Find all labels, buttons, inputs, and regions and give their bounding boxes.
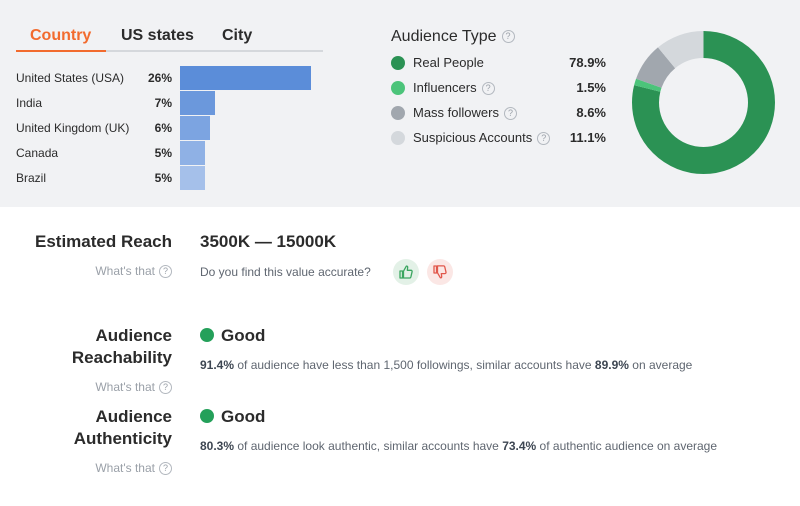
country-row: United States (USA) 26% (16, 66, 311, 90)
description-text: of audience have less than 1,500 followi… (234, 358, 595, 372)
whats-that-text: What's that (95, 380, 155, 394)
legend-dot (391, 131, 405, 145)
title-line: Audience (95, 326, 172, 345)
legend-label: Influencers? (413, 80, 495, 96)
tab-us-states[interactable]: US states (121, 27, 194, 44)
country-row: Brazil 5% (16, 166, 306, 190)
audience-reachability-title: Audience Reachability (72, 325, 172, 369)
percent-value: 91.4% (200, 358, 235, 372)
legend-label-text: Mass followers (413, 105, 499, 120)
percent-value: 80.3% (200, 439, 235, 453)
estimated-reach-value: 3500K — 15000K (200, 232, 337, 251)
tab-country[interactable]: Country (30, 27, 92, 44)
average-value: 73.4% (502, 439, 537, 453)
reachability-description: 91.4% of audience have less than 1,500 f… (200, 358, 720, 373)
country-bar (180, 66, 311, 90)
legend-row-influencers: Influencers? 1.5% (391, 78, 606, 98)
thumbs-down-icon (433, 265, 447, 279)
audience-type-title-text: Audience Type (391, 28, 497, 45)
status-dot (200, 409, 214, 423)
country-row: India 7% (16, 91, 306, 115)
donut-segment-suspicious-accounts (632, 31, 775, 174)
title-line: Reachability (71, 348, 172, 367)
authenticity-description: 80.3% of audience look authentic, simila… (200, 439, 720, 454)
audience-authenticity-title: Audience Authenticity (74, 406, 172, 450)
estimated-reach-title: Estimated Reach (35, 232, 172, 251)
legend-dot (391, 81, 405, 95)
country-percent: 26% (147, 71, 172, 85)
legend-value: 78.9% (569, 55, 606, 70)
whats-that-link[interactable]: What's that? (95, 380, 172, 395)
legend-value: 11.1% (569, 130, 606, 145)
country-name: Brazil (16, 171, 47, 185)
audience-type-donut-chart (632, 31, 775, 174)
whats-that-text: What's that (95, 264, 155, 278)
accuracy-question: Do you find this value accurate? (200, 265, 371, 279)
title-line: Authenticity (73, 429, 172, 448)
legend-label: Real People (413, 55, 484, 70)
title-line: Audience (95, 407, 172, 426)
country-name: United States (USA) (16, 71, 125, 85)
legend-dot (391, 106, 405, 120)
thumbs-up-icon (399, 265, 413, 279)
question-circle-icon: ? (159, 265, 172, 279)
legend-row-real-people: Real People 78.9% (391, 53, 606, 73)
description-text: on average (628, 358, 693, 372)
audience-type-title: Audience Type? (391, 28, 515, 46)
authenticity-status: Good (200, 407, 265, 427)
country-bar (180, 141, 205, 165)
question-circle-icon[interactable]: ? (481, 82, 495, 96)
country-percent: 5% (154, 171, 172, 185)
legend-row-mass-followers: Mass followers? 8.6% (391, 103, 606, 123)
country-bar (180, 116, 210, 140)
country-name: United Kingdom (UK) (16, 121, 130, 135)
country-bar (180, 91, 215, 115)
legend-label: Suspicious Accounts? (413, 130, 551, 146)
status-text: Good (221, 326, 266, 345)
status-text: Good (221, 407, 266, 426)
legend-label: Mass followers? (413, 105, 517, 121)
legend-label-text: Suspicious Accounts (413, 130, 533, 145)
whats-that-text: What's that (95, 461, 155, 475)
legend-label-text: Influencers (413, 80, 477, 95)
legend-value: 1.5% (576, 80, 606, 95)
legend-label-text: Real People (413, 55, 484, 70)
thumbs-up-button[interactable] (393, 259, 419, 285)
whats-that-link[interactable]: What's that? (95, 264, 172, 279)
country-name: Canada (16, 146, 59, 160)
location-tabs: Country US states City (16, 22, 323, 52)
description-text: of audience look authentic, similar acco… (234, 439, 503, 453)
country-row: Canada 5% (16, 141, 306, 165)
country-row: United Kingdom (UK) 6% (16, 116, 306, 140)
legend-row-suspicious-accounts: Suspicious Accounts? 11.1% (391, 128, 606, 148)
description-text: of authentic audience on average (536, 439, 718, 453)
legend-value: 8.6% (576, 105, 606, 120)
country-percent: 6% (154, 121, 172, 135)
audience-breakdown-panel: Country US states City United States (US… (0, 0, 800, 207)
average-value: 89.9% (594, 358, 629, 372)
question-circle-icon: ? (159, 462, 172, 476)
country-percent: 5% (154, 146, 172, 160)
question-circle-icon[interactable]: ? (501, 30, 515, 44)
country-bar (180, 166, 205, 190)
tab-city[interactable]: City (222, 27, 253, 44)
thumbs-down-button[interactable] (427, 259, 453, 285)
status-dot (200, 328, 214, 342)
whats-that-link[interactable]: What's that? (95, 461, 172, 476)
question-circle-icon: ? (159, 381, 172, 395)
country-percent: 7% (154, 96, 172, 110)
question-circle-icon[interactable]: ? (537, 132, 551, 146)
question-circle-icon[interactable]: ? (503, 107, 517, 121)
active-tab-indicator (16, 50, 106, 52)
legend-dot (391, 56, 405, 70)
reachability-status: Good (200, 326, 265, 346)
country-name: India (16, 96, 43, 110)
